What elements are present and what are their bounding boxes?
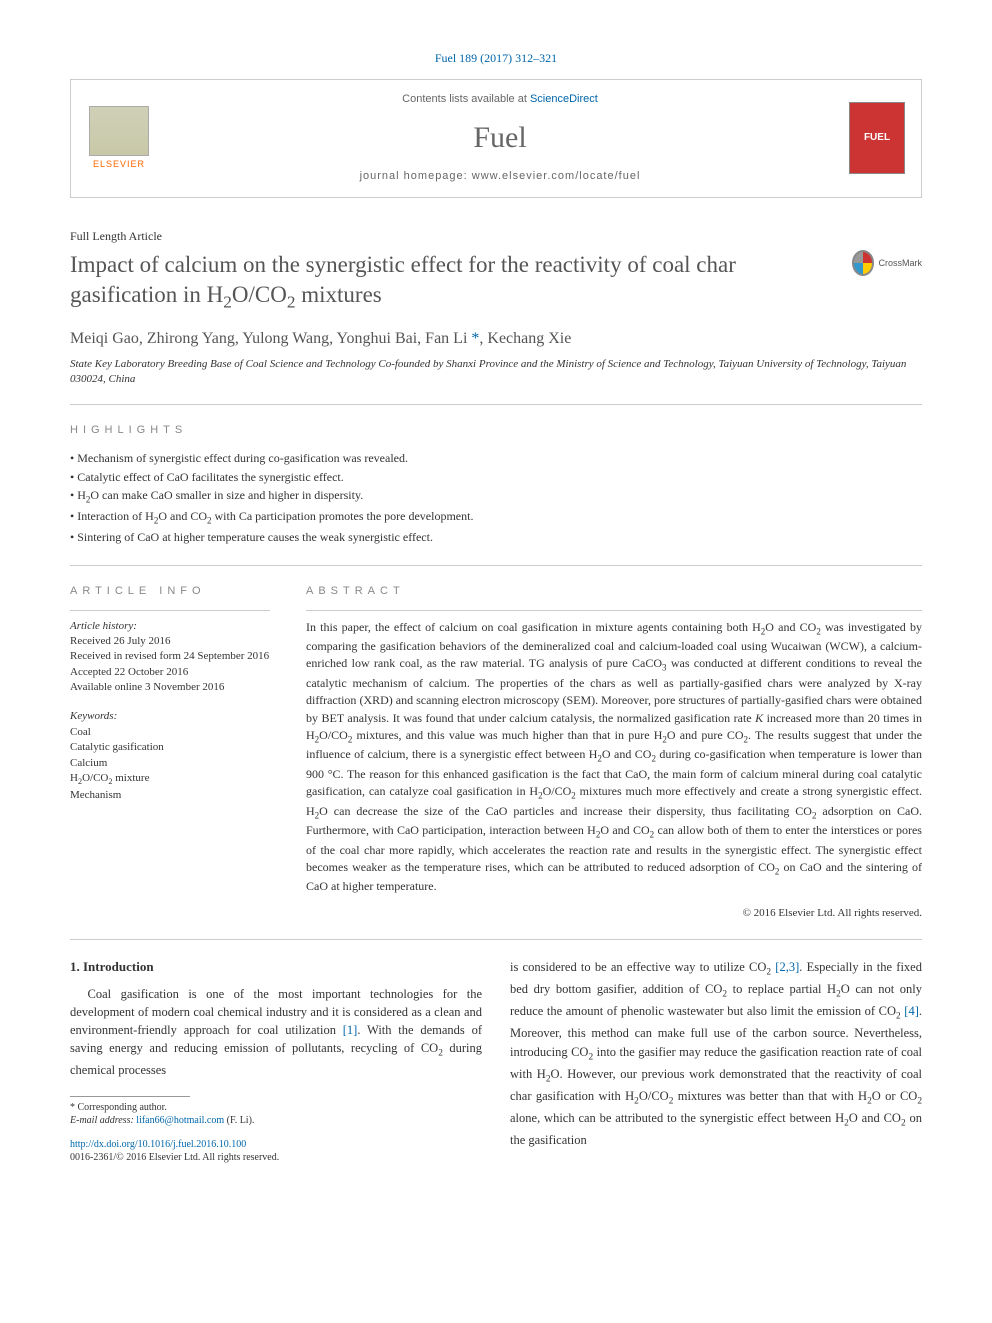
header-center: Contents lists available at ScienceDirec… bbox=[167, 92, 833, 185]
affiliation: State Key Laboratory Breeding Base of Co… bbox=[70, 357, 922, 387]
email-name: (F. Li). bbox=[227, 1115, 255, 1126]
homepage-prefix: journal homepage: bbox=[360, 170, 472, 182]
divider bbox=[70, 565, 922, 566]
elsevier-tree-icon bbox=[89, 106, 149, 156]
homepage-url[interactable]: www.elsevier.com/locate/fuel bbox=[472, 170, 641, 182]
list-item: H2O can make CaO smaller in size and hig… bbox=[70, 486, 922, 507]
journal-cover-thumbnail: FUEL bbox=[849, 102, 905, 174]
info-line: Received in revised form 24 September 20… bbox=[70, 649, 270, 664]
keywords-block: Keywords: CoalCatalytic gasificationCalc… bbox=[70, 709, 270, 803]
footnote-divider bbox=[70, 1096, 190, 1097]
section-number: 1. bbox=[70, 959, 80, 974]
journal-name: Fuel bbox=[167, 117, 833, 159]
list-item: Catalytic effect of CaO facilitates the … bbox=[70, 468, 922, 487]
info-line: H2O/CO2 mixture bbox=[70, 771, 270, 788]
abstract-text: In this paper, the effect of calcium on … bbox=[306, 619, 922, 896]
crossmark-icon bbox=[852, 250, 874, 276]
corresponding-author-footnote: * Corresponding author. E-mail address: … bbox=[70, 1101, 482, 1128]
crossmark-badge[interactable]: CrossMark bbox=[852, 250, 922, 276]
body-col-right: is considered to be an effective way to … bbox=[510, 958, 922, 1164]
elsevier-label: ELSEVIER bbox=[93, 158, 145, 171]
article-history: Article history: Received 26 July 2016Re… bbox=[70, 619, 270, 696]
email-link[interactable]: lifan66@hotmail.com bbox=[136, 1115, 224, 1126]
doi-block: http://dx.doi.org/10.1016/j.fuel.2016.10… bbox=[70, 1138, 482, 1165]
list-item: Sintering of CaO at higher temperature c… bbox=[70, 528, 922, 547]
article-info-heading: ARTICLE INFO bbox=[70, 584, 270, 599]
section-title: Introduction bbox=[83, 959, 154, 974]
body-paragraph: is considered to be an effective way to … bbox=[510, 958, 922, 1149]
list-item: Mechanism of synergistic effect during c… bbox=[70, 449, 922, 468]
highlights-heading: HIGHLIGHTS bbox=[70, 423, 922, 438]
highlights-list: Mechanism of synergistic effect during c… bbox=[70, 449, 922, 547]
list-item: Interaction of H2O and CO2 with Ca parti… bbox=[70, 507, 922, 528]
info-line: Received 26 July 2016 bbox=[70, 634, 270, 649]
author-list: Meiqi Gao, Zhirong Yang, Yulong Wang, Yo… bbox=[70, 328, 922, 350]
email-label: E-mail address: bbox=[70, 1115, 134, 1126]
highlights-section: HIGHLIGHTS Mechanism of synergistic effe… bbox=[70, 423, 922, 547]
history-label: Article history: bbox=[70, 619, 270, 634]
journal-homepage: journal homepage: www.elsevier.com/locat… bbox=[167, 169, 833, 184]
sciencedirect-link[interactable]: ScienceDirect bbox=[530, 93, 598, 105]
history-lines: Received 26 July 2016Received in revised… bbox=[70, 634, 270, 696]
section-heading: 1. Introduction bbox=[70, 958, 482, 977]
info-line: Mechanism bbox=[70, 788, 270, 803]
article-info: ARTICLE INFO Article history: Received 2… bbox=[70, 584, 270, 921]
abstract-heading: ABSTRACT bbox=[306, 584, 922, 599]
issn-copyright: 0016-2361/© 2016 Elsevier Ltd. All right… bbox=[70, 1152, 279, 1163]
info-abstract-row: ARTICLE INFO Article history: Received 2… bbox=[70, 584, 922, 921]
article-title: Impact of calcium on the synergistic eff… bbox=[70, 250, 840, 314]
keywords-label: Keywords: bbox=[70, 709, 270, 724]
info-line: Coal bbox=[70, 725, 270, 740]
divider bbox=[70, 404, 922, 405]
body-paragraph: Coal gasification is one of the most imp… bbox=[70, 985, 482, 1080]
contents-prefix: Contents lists available at bbox=[402, 93, 530, 105]
email-line: E-mail address: lifan66@hotmail.com (F. … bbox=[70, 1114, 482, 1128]
title-row: Impact of calcium on the synergistic eff… bbox=[70, 250, 922, 314]
info-line: Calcium bbox=[70, 756, 270, 771]
info-line: Available online 3 November 2016 bbox=[70, 680, 270, 695]
abstract-copyright: © 2016 Elsevier Ltd. All rights reserved… bbox=[306, 906, 922, 921]
article-type: Full Length Article bbox=[70, 228, 922, 245]
header-reference: Fuel 189 (2017) 312–321 bbox=[70, 50, 922, 67]
doi-link[interactable]: http://dx.doi.org/10.1016/j.fuel.2016.10… bbox=[70, 1139, 246, 1150]
journal-header: ELSEVIER Contents lists available at Sci… bbox=[70, 79, 922, 198]
body-columns: 1. Introduction Coal gasification is one… bbox=[70, 958, 922, 1164]
divider bbox=[70, 610, 270, 611]
keywords-lines: CoalCatalytic gasificationCalciumH2O/CO2… bbox=[70, 725, 270, 803]
divider bbox=[306, 610, 922, 611]
abstract-column: ABSTRACT In this paper, the effect of ca… bbox=[306, 584, 922, 921]
corr-label: * Corresponding author. bbox=[70, 1101, 482, 1115]
info-line: Catalytic gasification bbox=[70, 740, 270, 755]
divider bbox=[70, 939, 922, 940]
body-col-left: 1. Introduction Coal gasification is one… bbox=[70, 958, 482, 1164]
info-line: Accepted 22 October 2016 bbox=[70, 665, 270, 680]
crossmark-label: CrossMark bbox=[878, 257, 922, 270]
contents-available-line: Contents lists available at ScienceDirec… bbox=[167, 92, 833, 107]
elsevier-logo: ELSEVIER bbox=[87, 102, 151, 174]
